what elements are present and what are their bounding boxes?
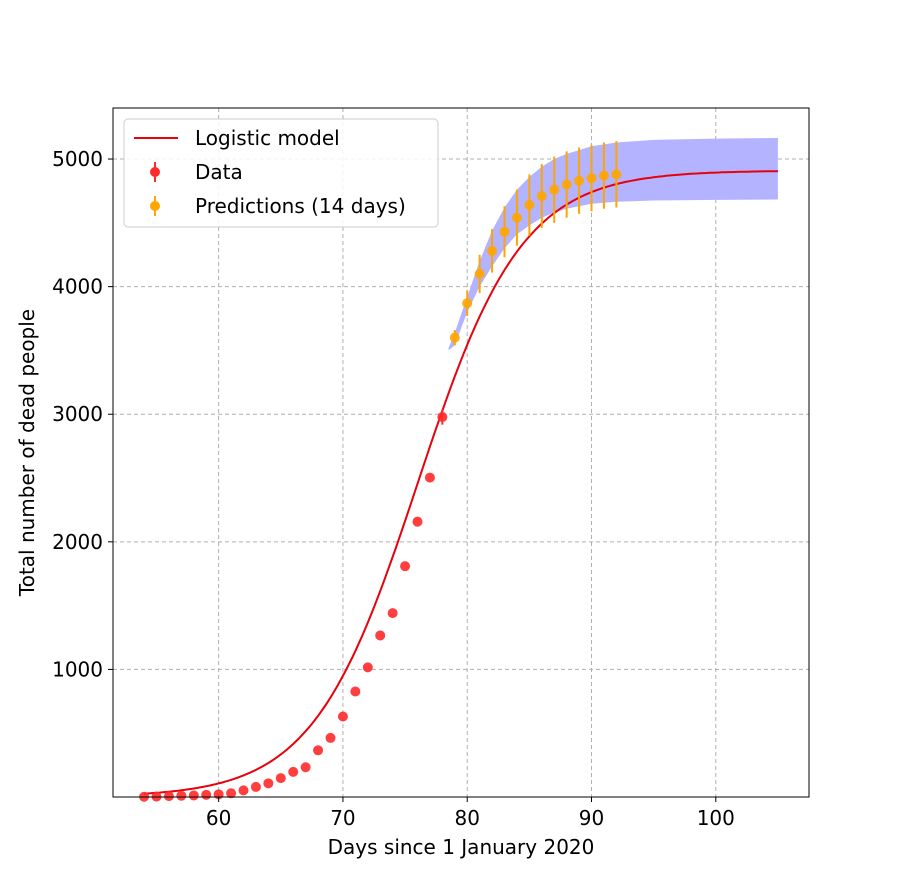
legend-label-data: Data: [195, 160, 243, 184]
data-point: [250, 781, 261, 792]
confidence-band-area: [448, 138, 778, 351]
x-tick-label: 70: [330, 806, 355, 830]
data-point: [226, 788, 237, 799]
prediction-point: [536, 191, 547, 202]
prediction-point: [586, 173, 597, 184]
x-axis-label: Days since 1 January 2020: [328, 835, 595, 859]
data-point: [300, 762, 311, 773]
data-point: [313, 745, 324, 756]
prediction-points: [449, 141, 622, 346]
prediction-point: [499, 226, 510, 237]
data-point: [201, 789, 212, 800]
y-tick-label: 5000: [52, 147, 103, 171]
data-point: [400, 561, 411, 572]
prediction-point: [574, 175, 585, 186]
legend-point: [150, 201, 160, 211]
model-curve: [144, 170, 778, 795]
y-tick-label: 1000: [52, 657, 103, 681]
logistic-model-line: [144, 170, 778, 795]
prediction-point: [549, 184, 560, 195]
legend-label-model: Logistic model: [195, 126, 340, 150]
data-point: [424, 472, 435, 483]
data-point: [275, 773, 286, 784]
data-point: [263, 778, 274, 789]
y-tick-label: 3000: [52, 402, 103, 426]
data-point: [325, 732, 336, 743]
x-tick-label: 60: [206, 806, 231, 830]
legend: Logistic model Data Predictions (14 days…: [123, 118, 439, 228]
legend-label-predictions: Predictions (14 days): [195, 194, 406, 218]
data-point: [288, 766, 299, 777]
y-tick-label: 2000: [52, 530, 103, 554]
prediction-point: [487, 245, 498, 256]
legend-box: [123, 118, 439, 228]
x-tick-label: 80: [454, 806, 479, 830]
prediction-point: [598, 170, 609, 181]
data-point: [163, 791, 174, 802]
y-axis-label: Total number of dead people: [15, 309, 39, 597]
y-tick-label: 4000: [52, 275, 103, 299]
data-point: [387, 608, 398, 619]
data-points: [139, 409, 448, 802]
x-tick-label: 100: [697, 806, 735, 830]
confidence-band: [448, 138, 778, 351]
legend-marker-data: [150, 162, 160, 182]
legend-point: [150, 167, 160, 177]
data-point: [188, 790, 199, 801]
x-tick-label: 90: [579, 806, 604, 830]
data-point: [238, 785, 249, 796]
data-point: [437, 412, 448, 423]
data-point: [176, 790, 187, 801]
prediction-point: [474, 268, 485, 279]
data-point: [362, 662, 373, 673]
plot-frame: [112, 107, 810, 798]
data-point: [350, 686, 361, 697]
prediction-point: [524, 199, 535, 210]
prediction-point: [462, 298, 473, 309]
prediction-point: [611, 169, 622, 180]
data-point: [337, 711, 348, 722]
data-point: [375, 630, 386, 641]
prediction-point: [449, 332, 460, 343]
legend-marker-predictions: [150, 196, 160, 216]
prediction-point: [511, 212, 522, 223]
data-point: [412, 516, 423, 527]
prediction-point: [561, 179, 572, 190]
ticks: 60 70 80 90 100 1000 2000 3000 4000 5000: [52, 147, 735, 830]
